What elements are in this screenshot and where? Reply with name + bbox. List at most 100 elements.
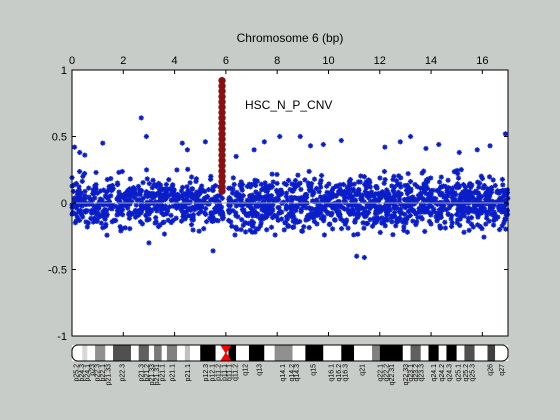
ideogram-band [264,345,275,361]
data-point [303,217,309,223]
data-point [438,184,445,190]
data-point [115,193,122,199]
data-point [400,219,406,225]
band-label: p22.3 [95,364,102,382]
data-point [74,198,80,204]
band-label: p23 [90,364,97,376]
data-point [476,192,482,198]
data-point [481,182,487,189]
data-point [184,184,190,190]
data-point [391,204,397,210]
data-point [230,175,236,181]
data-point [436,141,442,148]
data-point [97,213,103,219]
data-point [445,211,451,217]
data-point [336,209,342,215]
data-point [421,183,427,190]
ideogram-band [372,345,380,361]
data-point [433,214,439,220]
data-point [76,187,82,193]
ideogram-band [87,345,96,361]
data-point [148,193,155,199]
data-point [103,194,110,201]
data-point [109,219,115,225]
data-point [253,189,259,195]
ideogram-band [161,345,167,361]
data-point [182,215,189,221]
data-point [290,213,296,219]
chromosome-ideogram [71,344,509,362]
data-point [227,185,234,191]
data-point [283,206,289,212]
data-point [383,209,390,216]
data-point [139,199,145,206]
data-point [468,221,475,227]
band-label: q15 [311,364,318,376]
ideogram-band [189,345,201,361]
data-point [128,211,134,217]
band-label: q16.3 [343,364,350,382]
data-point [341,188,348,195]
y-axis: 1 0.5 0 -0.5 -1 [48,65,508,343]
data-point [388,213,395,219]
band-label: q21 [359,364,366,376]
data-point [425,179,431,185]
data-point [439,207,446,213]
data-point [161,231,168,237]
data-point [451,169,457,175]
data-point [321,232,328,238]
data-point [449,185,456,191]
data-point [245,220,251,226]
ideogram-band [292,345,306,361]
data-point [168,219,174,226]
data-point [264,211,270,218]
data-point [134,197,140,203]
data-point [210,248,216,254]
data-point [202,139,208,145]
data-point [97,196,103,202]
x-tick-label: 0 [69,55,75,67]
data-point [407,208,413,214]
data-point [322,205,328,211]
data-point [138,115,144,121]
ideogram-band [72,345,83,361]
band-label: p21.2 [144,364,151,382]
data-point [93,169,99,176]
data-point [135,183,142,190]
data-point [163,181,169,188]
data-point [265,195,271,201]
data-point [466,188,472,195]
data-point [283,182,289,188]
data-point [126,215,132,221]
data-point [77,149,83,156]
band-label: q12 [243,364,250,376]
data-point [302,177,308,183]
band-label: q27 [499,364,506,376]
data-point [487,143,493,149]
data-point [249,181,255,188]
data-point [115,207,121,213]
data-point [443,194,449,201]
data-point [116,197,122,203]
data-point [410,218,416,224]
data-point [199,183,205,189]
data-point [324,189,330,195]
data-point [138,188,145,194]
ideogram-band [148,345,155,361]
data-point [277,133,283,140]
data-point [349,207,355,213]
data-point [197,188,204,194]
band-label: q22.31 [389,364,396,386]
data-point [367,217,373,223]
ideogram-band [138,345,149,361]
data-point [319,172,325,179]
data-point [313,185,320,192]
ideogram-band [200,345,216,361]
data-point [174,167,180,173]
data-point [488,185,495,191]
data-point [307,184,314,190]
data-point [326,181,332,187]
data-point [503,226,509,232]
data-point [74,205,80,211]
